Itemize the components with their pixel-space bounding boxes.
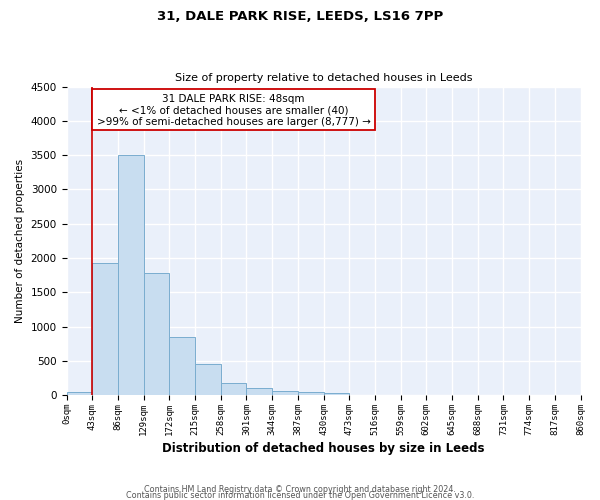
Y-axis label: Number of detached properties: Number of detached properties [15, 159, 25, 323]
Bar [92, 90, 375, 130]
Title: Size of property relative to detached houses in Leeds: Size of property relative to detached ho… [175, 73, 472, 83]
Bar [221, 383, 247, 395]
Bar [272, 391, 298, 395]
Bar [67, 392, 92, 395]
Bar [143, 273, 169, 395]
X-axis label: Distribution of detached houses by size in Leeds: Distribution of detached houses by size … [162, 442, 485, 455]
Text: >99% of semi-detached houses are larger (8,777) →: >99% of semi-detached houses are larger … [97, 116, 371, 126]
Bar [195, 364, 221, 395]
Text: Contains HM Land Registry data © Crown copyright and database right 2024.: Contains HM Land Registry data © Crown c… [144, 484, 456, 494]
Text: Contains public sector information licensed under the Open Government Licence v3: Contains public sector information licen… [126, 491, 474, 500]
Bar [323, 393, 349, 395]
Bar [118, 155, 143, 395]
Text: 31 DALE PARK RISE: 48sqm: 31 DALE PARK RISE: 48sqm [163, 94, 305, 104]
Bar [92, 264, 118, 395]
Bar [169, 337, 195, 395]
Bar [298, 392, 323, 395]
Text: 31, DALE PARK RISE, LEEDS, LS16 7PP: 31, DALE PARK RISE, LEEDS, LS16 7PP [157, 10, 443, 23]
Text: ← <1% of detached houses are smaller (40): ← <1% of detached houses are smaller (40… [119, 106, 349, 116]
Bar [247, 388, 272, 395]
